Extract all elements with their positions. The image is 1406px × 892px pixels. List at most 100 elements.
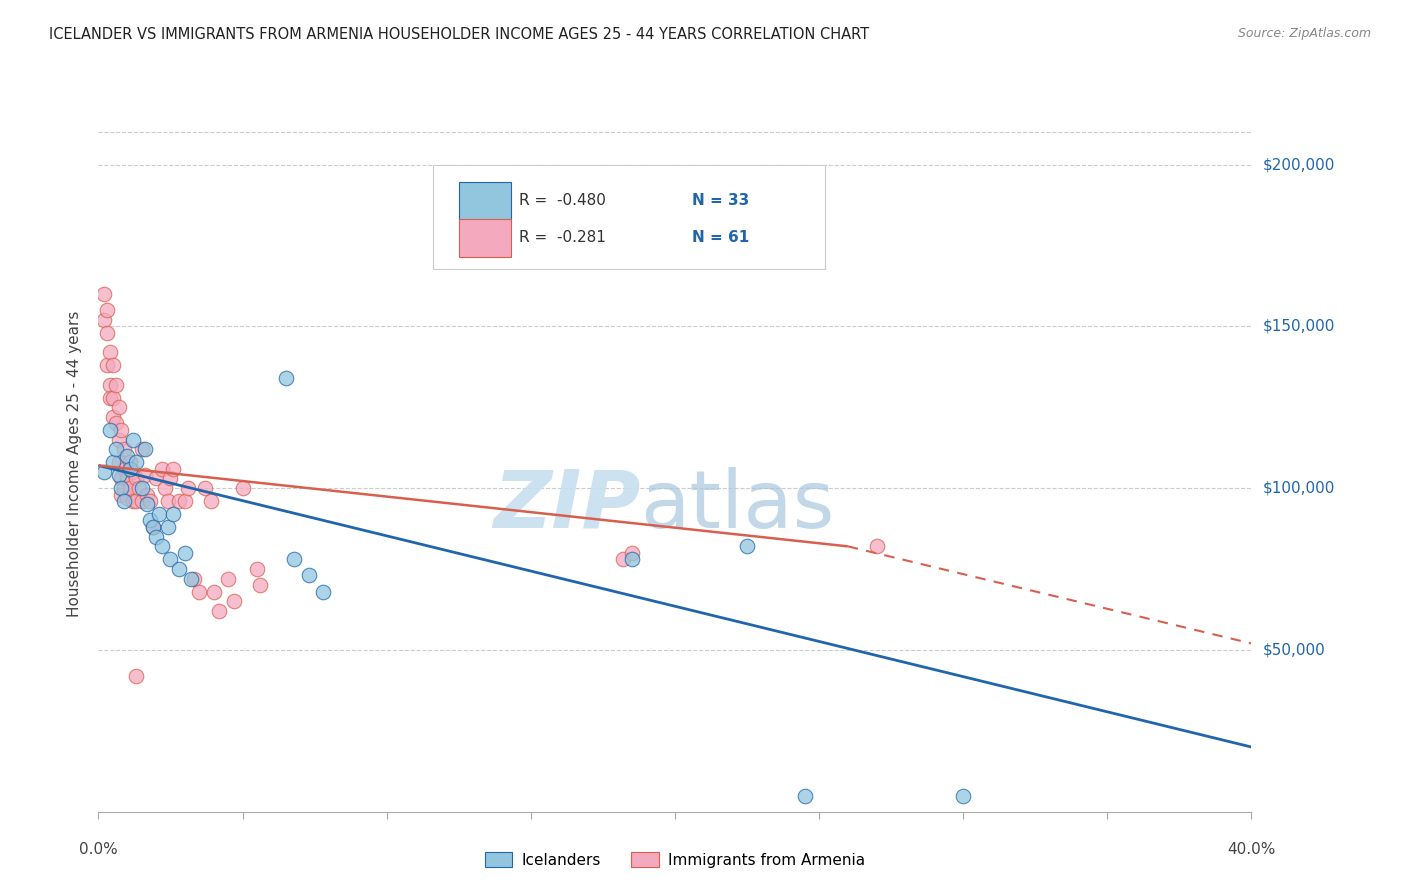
Point bbox=[174, 546, 197, 560]
Point bbox=[101, 409, 124, 424]
Point bbox=[131, 442, 153, 457]
Point bbox=[122, 433, 145, 447]
Point bbox=[156, 520, 179, 534]
Point bbox=[142, 520, 165, 534]
Text: $200,000: $200,000 bbox=[1263, 157, 1334, 172]
Point bbox=[162, 461, 184, 475]
Point bbox=[139, 513, 162, 527]
Legend: Icelanders, Immigrants from Armenia: Icelanders, Immigrants from Armenia bbox=[478, 846, 872, 873]
Text: 40.0%: 40.0% bbox=[1227, 842, 1275, 857]
Point bbox=[110, 481, 132, 495]
Point bbox=[104, 442, 127, 457]
Point bbox=[98, 377, 121, 392]
Text: 0.0%: 0.0% bbox=[79, 842, 118, 857]
Point bbox=[107, 468, 129, 483]
Point bbox=[112, 494, 135, 508]
Point bbox=[125, 471, 148, 485]
Point bbox=[612, 552, 634, 566]
Point bbox=[110, 487, 132, 501]
Point bbox=[162, 507, 184, 521]
Point bbox=[120, 461, 142, 475]
Point bbox=[159, 471, 181, 485]
Point bbox=[153, 481, 176, 495]
Point bbox=[188, 584, 211, 599]
Text: $100,000: $100,000 bbox=[1263, 481, 1334, 496]
Point bbox=[136, 497, 159, 511]
Point bbox=[117, 471, 138, 485]
Point bbox=[793, 789, 815, 803]
Point bbox=[93, 287, 115, 301]
Text: R =  -0.480: R = -0.480 bbox=[519, 194, 606, 209]
Point bbox=[110, 471, 132, 485]
Point bbox=[142, 520, 165, 534]
Point bbox=[107, 401, 129, 415]
FancyBboxPatch shape bbox=[433, 165, 825, 269]
Point bbox=[148, 507, 170, 521]
Point bbox=[125, 494, 148, 508]
Point bbox=[231, 481, 254, 495]
Point bbox=[112, 461, 135, 475]
Point bbox=[117, 449, 138, 463]
Point bbox=[208, 604, 231, 618]
Point bbox=[167, 562, 190, 576]
Point bbox=[104, 377, 127, 392]
Point bbox=[174, 494, 197, 508]
Point bbox=[117, 491, 138, 505]
Point bbox=[159, 552, 181, 566]
Point bbox=[145, 471, 167, 485]
Text: R =  -0.281: R = -0.281 bbox=[519, 230, 606, 245]
Point bbox=[101, 391, 124, 405]
Point bbox=[298, 568, 321, 582]
Point bbox=[156, 494, 179, 508]
Point bbox=[194, 481, 217, 495]
Point bbox=[202, 584, 225, 599]
Point bbox=[96, 358, 118, 372]
Point bbox=[131, 494, 153, 508]
Point bbox=[134, 468, 156, 483]
Text: atlas: atlas bbox=[640, 467, 835, 545]
Point bbox=[249, 578, 271, 592]
Point bbox=[312, 584, 335, 599]
Point bbox=[125, 669, 148, 683]
Point bbox=[98, 391, 121, 405]
Text: $150,000: $150,000 bbox=[1263, 318, 1334, 334]
Text: $50,000: $50,000 bbox=[1263, 642, 1326, 657]
Point bbox=[222, 594, 245, 608]
Point bbox=[96, 303, 118, 318]
Text: ZIP: ZIP bbox=[494, 467, 640, 545]
Y-axis label: Householder Income Ages 25 - 44 years: Householder Income Ages 25 - 44 years bbox=[67, 310, 83, 617]
Point bbox=[122, 494, 145, 508]
Point bbox=[131, 481, 153, 495]
Point bbox=[274, 371, 297, 385]
Point bbox=[246, 562, 269, 576]
Point bbox=[104, 417, 127, 431]
Point bbox=[177, 481, 200, 495]
Text: ICELANDER VS IMMIGRANTS FROM ARMENIA HOUSEHOLDER INCOME AGES 25 - 44 YEARS CORRE: ICELANDER VS IMMIGRANTS FROM ARMENIA HOU… bbox=[49, 27, 869, 42]
Point bbox=[866, 540, 889, 554]
Point bbox=[952, 789, 974, 803]
Point bbox=[145, 530, 167, 544]
Point bbox=[150, 461, 173, 475]
Point bbox=[128, 481, 150, 495]
FancyBboxPatch shape bbox=[460, 182, 512, 220]
Text: N = 33: N = 33 bbox=[692, 194, 749, 209]
Point bbox=[620, 546, 643, 560]
Point bbox=[200, 494, 222, 508]
Point bbox=[93, 313, 115, 327]
Point bbox=[217, 572, 239, 586]
Point bbox=[96, 326, 118, 340]
Point bbox=[122, 465, 145, 479]
FancyBboxPatch shape bbox=[460, 219, 512, 257]
Point bbox=[120, 481, 142, 495]
Point bbox=[93, 465, 115, 479]
Point bbox=[125, 455, 148, 469]
Point bbox=[98, 423, 121, 437]
Point bbox=[107, 433, 129, 447]
Point bbox=[107, 455, 129, 469]
Point bbox=[735, 540, 758, 554]
Point bbox=[183, 572, 205, 586]
Point bbox=[136, 487, 159, 501]
Text: Source: ZipAtlas.com: Source: ZipAtlas.com bbox=[1237, 27, 1371, 40]
Point bbox=[134, 442, 156, 457]
Point bbox=[120, 455, 142, 469]
